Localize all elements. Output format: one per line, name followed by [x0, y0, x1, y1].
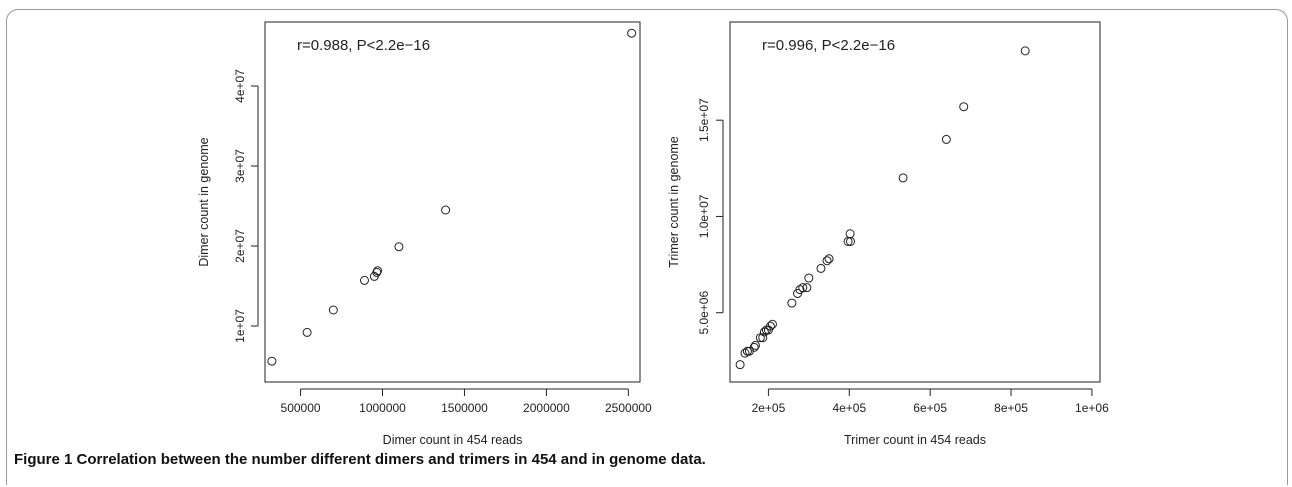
data-point: [627, 28, 637, 38]
x-axis-title: Trimer count in 454 reads: [844, 433, 986, 447]
correlation-annotation: r=0.988, P<2.2e−16: [297, 37, 430, 54]
data-point: [795, 285, 805, 295]
data-point: [758, 333, 768, 343]
data-point: [798, 283, 808, 293]
y-tick-label: 1e+07: [233, 309, 247, 343]
data-point: [824, 254, 834, 264]
plot-frame: [264, 21, 641, 383]
data-point: [765, 321, 775, 331]
data-point: [898, 173, 908, 183]
x-tick-label: 2000000: [523, 401, 570, 415]
data-point: [372, 267, 382, 277]
data-point: [767, 319, 777, 329]
data-point: [373, 266, 383, 276]
x-tick-label: 1500000: [441, 401, 488, 415]
data-point: [846, 236, 856, 246]
data-point: [959, 102, 969, 112]
data-point: [267, 356, 277, 366]
data-point: [441, 205, 451, 215]
x-tick-label: 500000: [281, 401, 321, 415]
figure-caption: Figure 1 Correlation between the number …: [14, 451, 706, 468]
data-points: [267, 28, 637, 366]
data-points: [735, 46, 1030, 370]
data-point: [328, 305, 338, 315]
y-tick-label: 2e+07: [233, 229, 247, 263]
data-point: [802, 283, 812, 293]
y-tick-label: 1.0e+07: [697, 194, 711, 238]
data-point: [787, 298, 797, 308]
y-tick-label: 4e+07: [233, 69, 247, 103]
data-point: [740, 348, 750, 358]
data-point: [302, 327, 312, 337]
data-point: [1020, 46, 1030, 56]
caption-text: Correlation between the number different…: [76, 451, 706, 468]
x-axis-title: Dimer count in 454 reads: [383, 433, 523, 447]
data-point: [845, 229, 855, 239]
data-point: [941, 134, 951, 144]
correlation-annotation: r=0.996, P<2.2e−16: [762, 37, 895, 54]
y-tick-label: 5.0e+06: [697, 291, 711, 335]
x-tick-label: 1000000: [359, 401, 406, 415]
y-tick-label: 1.5e+07: [697, 98, 711, 142]
data-point: [359, 275, 369, 285]
caption-label: Figure 1: [14, 451, 73, 468]
data-point: [735, 360, 745, 370]
y-axis-title: Dimer count in genome: [197, 137, 211, 266]
y-tick-label: 3e+07: [233, 149, 247, 183]
data-point: [749, 342, 759, 352]
plot-frame: [729, 21, 1101, 383]
data-point: [816, 263, 826, 273]
data-point: [759, 327, 769, 337]
data-point: [822, 256, 832, 266]
data-point: [750, 340, 760, 350]
x-tick-label: 4e+05: [832, 401, 866, 415]
data-point: [804, 273, 814, 283]
x-tick-label: 8e+05: [994, 401, 1028, 415]
x-tick-label: 2e+05: [752, 401, 786, 415]
x-tick-label: 2500000: [605, 401, 652, 415]
scatter-panel-1: 500000 1000000 1500000 2000000 2500000 1e+07 2…: [197, 21, 652, 447]
figure-frame: [6, 9, 1288, 485]
x-tick-label: 6e+05: [913, 401, 947, 415]
y-axis-title: Trimer count in genome: [667, 136, 681, 268]
x-tick-label: 1e+06: [1075, 401, 1109, 415]
data-point: [394, 242, 404, 252]
scatter-panel-2: 2e+05 4e+05 6e+05 8e+05 1e+06 5.0e+06 1.0e+07 1…: [667, 21, 1109, 447]
